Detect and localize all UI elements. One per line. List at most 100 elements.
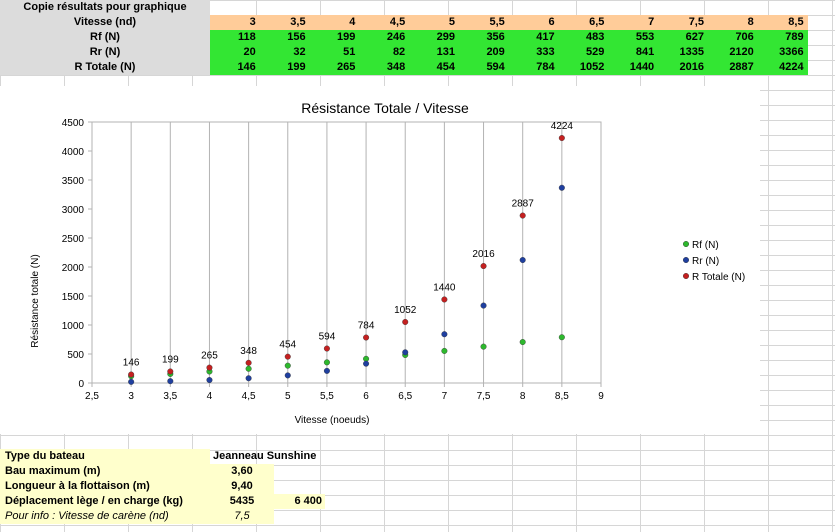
rr-cell[interactable]: 1335 [679, 46, 704, 58]
legend-swatch-3 [683, 272, 690, 279]
rt-cell[interactable]: 348 [386, 61, 406, 73]
vitesse-cell[interactable]: 5,5 [489, 16, 505, 28]
rt-point [245, 359, 252, 366]
rr-cell[interactable]: 32 [293, 46, 306, 58]
x-tick-label: 8 [520, 391, 526, 402]
rf-point [441, 347, 448, 354]
rf-cell[interactable]: 299 [436, 31, 455, 43]
rf-point [284, 362, 291, 369]
info-label-bg [0, 449, 210, 524]
rf-cell[interactable]: 789 [785, 31, 804, 43]
rt-cell[interactable]: 2016 [679, 61, 704, 73]
rr-point [245, 375, 252, 382]
rt-data-label: 2887 [512, 199, 535, 210]
vitesse-cell[interactable]: 8,5 [788, 16, 804, 28]
carene-label[interactable]: Pour info : Vitesse de carène (nd) [5, 510, 169, 522]
flottaison-value[interactable]: 9,40 [231, 480, 253, 492]
rr-cell[interactable]: 3366 [779, 46, 804, 58]
vitesse-cell[interactable]: 6,5 [589, 16, 605, 28]
rt-cell[interactable]: 784 [536, 61, 555, 73]
x-tick-label: 6,5 [398, 391, 412, 402]
vitesse-cell[interactable]: 7,5 [688, 16, 704, 28]
results-table: Copie résultats pour graphique Vitesse (… [0, 0, 835, 76]
x-tick-label: 7 [442, 391, 448, 402]
rr-cell[interactable]: 2120 [729, 46, 754, 58]
bau-label[interactable]: Bau maximum (m) [5, 465, 101, 477]
rt-cell[interactable]: 594 [486, 61, 505, 73]
rf-cell[interactable]: 483 [586, 31, 605, 43]
vitesse-cell[interactable]: 4,5 [389, 16, 406, 28]
rf-cell[interactable]: 553 [635, 31, 655, 43]
rt-label[interactable]: R Totale (N) [0, 60, 210, 75]
rf-cell[interactable]: 156 [287, 31, 306, 43]
vitesse-cell[interactable]: 7 [648, 16, 655, 28]
y-tick-label: 2000 [62, 263, 85, 274]
vitesse-cell[interactable]: 5 [448, 16, 455, 28]
rt-cell[interactable]: 199 [287, 61, 306, 73]
y-tick-label: 4000 [62, 147, 85, 158]
bau-value[interactable]: 3,60 [231, 465, 253, 477]
rt-cell[interactable]: 2887 [729, 61, 754, 73]
y-tick-label: 1500 [62, 292, 85, 303]
rr-label[interactable]: Rr (N) [0, 45, 210, 60]
rt-cell[interactable]: 265 [337, 61, 356, 73]
rt-data-label: 784 [358, 321, 375, 332]
chart-axes: 2,5 3 3,5 4 4,5 5 5,5 6 6,5 7 7,5 8 8,5 9 0 500 1000 1500… [62, 118, 604, 402]
rt-cell[interactable]: 4224 [779, 61, 804, 73]
vitesse-row-bg [210, 15, 808, 30]
rr-point [284, 372, 291, 379]
x-tick-label: 7,5 [477, 391, 491, 402]
rt-data-label: 146 [123, 358, 140, 369]
rr-point [206, 377, 213, 384]
rr-cell[interactable]: 82 [392, 46, 406, 58]
table-caption[interactable]: Copie résultats pour graphique [0, 0, 210, 15]
rr-cell[interactable]: 209 [486, 46, 505, 58]
chart-object[interactable]: Résistance Totale / Vitesse 2,5 3 3,5 4 4,5 5… [0, 86, 760, 434]
type-label[interactable]: Type du bateau [5, 450, 85, 462]
vitesse-cell[interactable]: 4 [349, 16, 356, 28]
rf-point [245, 365, 252, 372]
rt-point [363, 334, 370, 341]
carene-value[interactable]: 7,5 [234, 510, 250, 522]
vitesse-cell[interactable]: 6 [548, 16, 555, 28]
vitesse-cell[interactable]: 3,5 [290, 16, 306, 28]
chart-title: Résistance Totale / Vitesse [301, 100, 469, 116]
rr-cell[interactable]: 333 [536, 46, 555, 58]
rr-cell[interactable]: 131 [436, 46, 455, 58]
type-value[interactable]: Jeanneau Sunshine [213, 450, 317, 462]
vitesse-cell[interactable]: 8 [747, 16, 754, 28]
deplacement-value-lege[interactable]: 5435 [229, 495, 255, 507]
rr-cell[interactable]: 20 [243, 46, 256, 58]
legend-swatch-1 [683, 240, 690, 247]
rt-point [480, 263, 487, 270]
rt-cell[interactable]: 1052 [579, 61, 605, 73]
x-tick-label: 9 [598, 391, 604, 402]
rr-cell[interactable]: 51 [343, 46, 356, 58]
rt-cell[interactable]: 146 [237, 61, 256, 73]
rf-cell[interactable]: 627 [685, 31, 704, 43]
rt-point [323, 345, 330, 352]
rf-cell[interactable]: 199 [337, 31, 356, 43]
rt-point [402, 318, 409, 325]
rt-cell[interactable]: 454 [436, 61, 455, 73]
vitesse-label[interactable]: Vitesse (nd) [0, 15, 210, 30]
rr-cell[interactable]: 841 [635, 46, 655, 58]
x-tick-label: 5 [285, 391, 291, 402]
rf-cell[interactable]: 246 [386, 31, 406, 43]
vitesse-cell[interactable]: 3 [249, 16, 256, 28]
deplacement-value-charge[interactable]: 6 400 [294, 495, 322, 507]
x-tick-label: 6 [363, 391, 369, 402]
flottaison-label[interactable]: Longueur à la flottaison (m) [5, 480, 150, 492]
rf-row-bg [210, 30, 808, 45]
x-axis-label: Vitesse (noeuds) [295, 415, 370, 426]
deplacement-label[interactable]: Déplacement lège / en charge (kg) [5, 495, 183, 507]
rf-cell[interactable]: 706 [735, 31, 754, 43]
rf-label[interactable]: Rf (N) [0, 30, 210, 45]
rf-cell[interactable]: 417 [536, 31, 555, 43]
y-tick-label: 3000 [62, 205, 85, 216]
rf-cell[interactable]: 118 [238, 31, 256, 43]
rf-cell[interactable]: 356 [486, 31, 505, 43]
rr-cell[interactable]: 529 [586, 46, 605, 58]
rt-cell[interactable]: 1440 [629, 61, 655, 73]
rt-data-label: 1052 [394, 305, 417, 316]
